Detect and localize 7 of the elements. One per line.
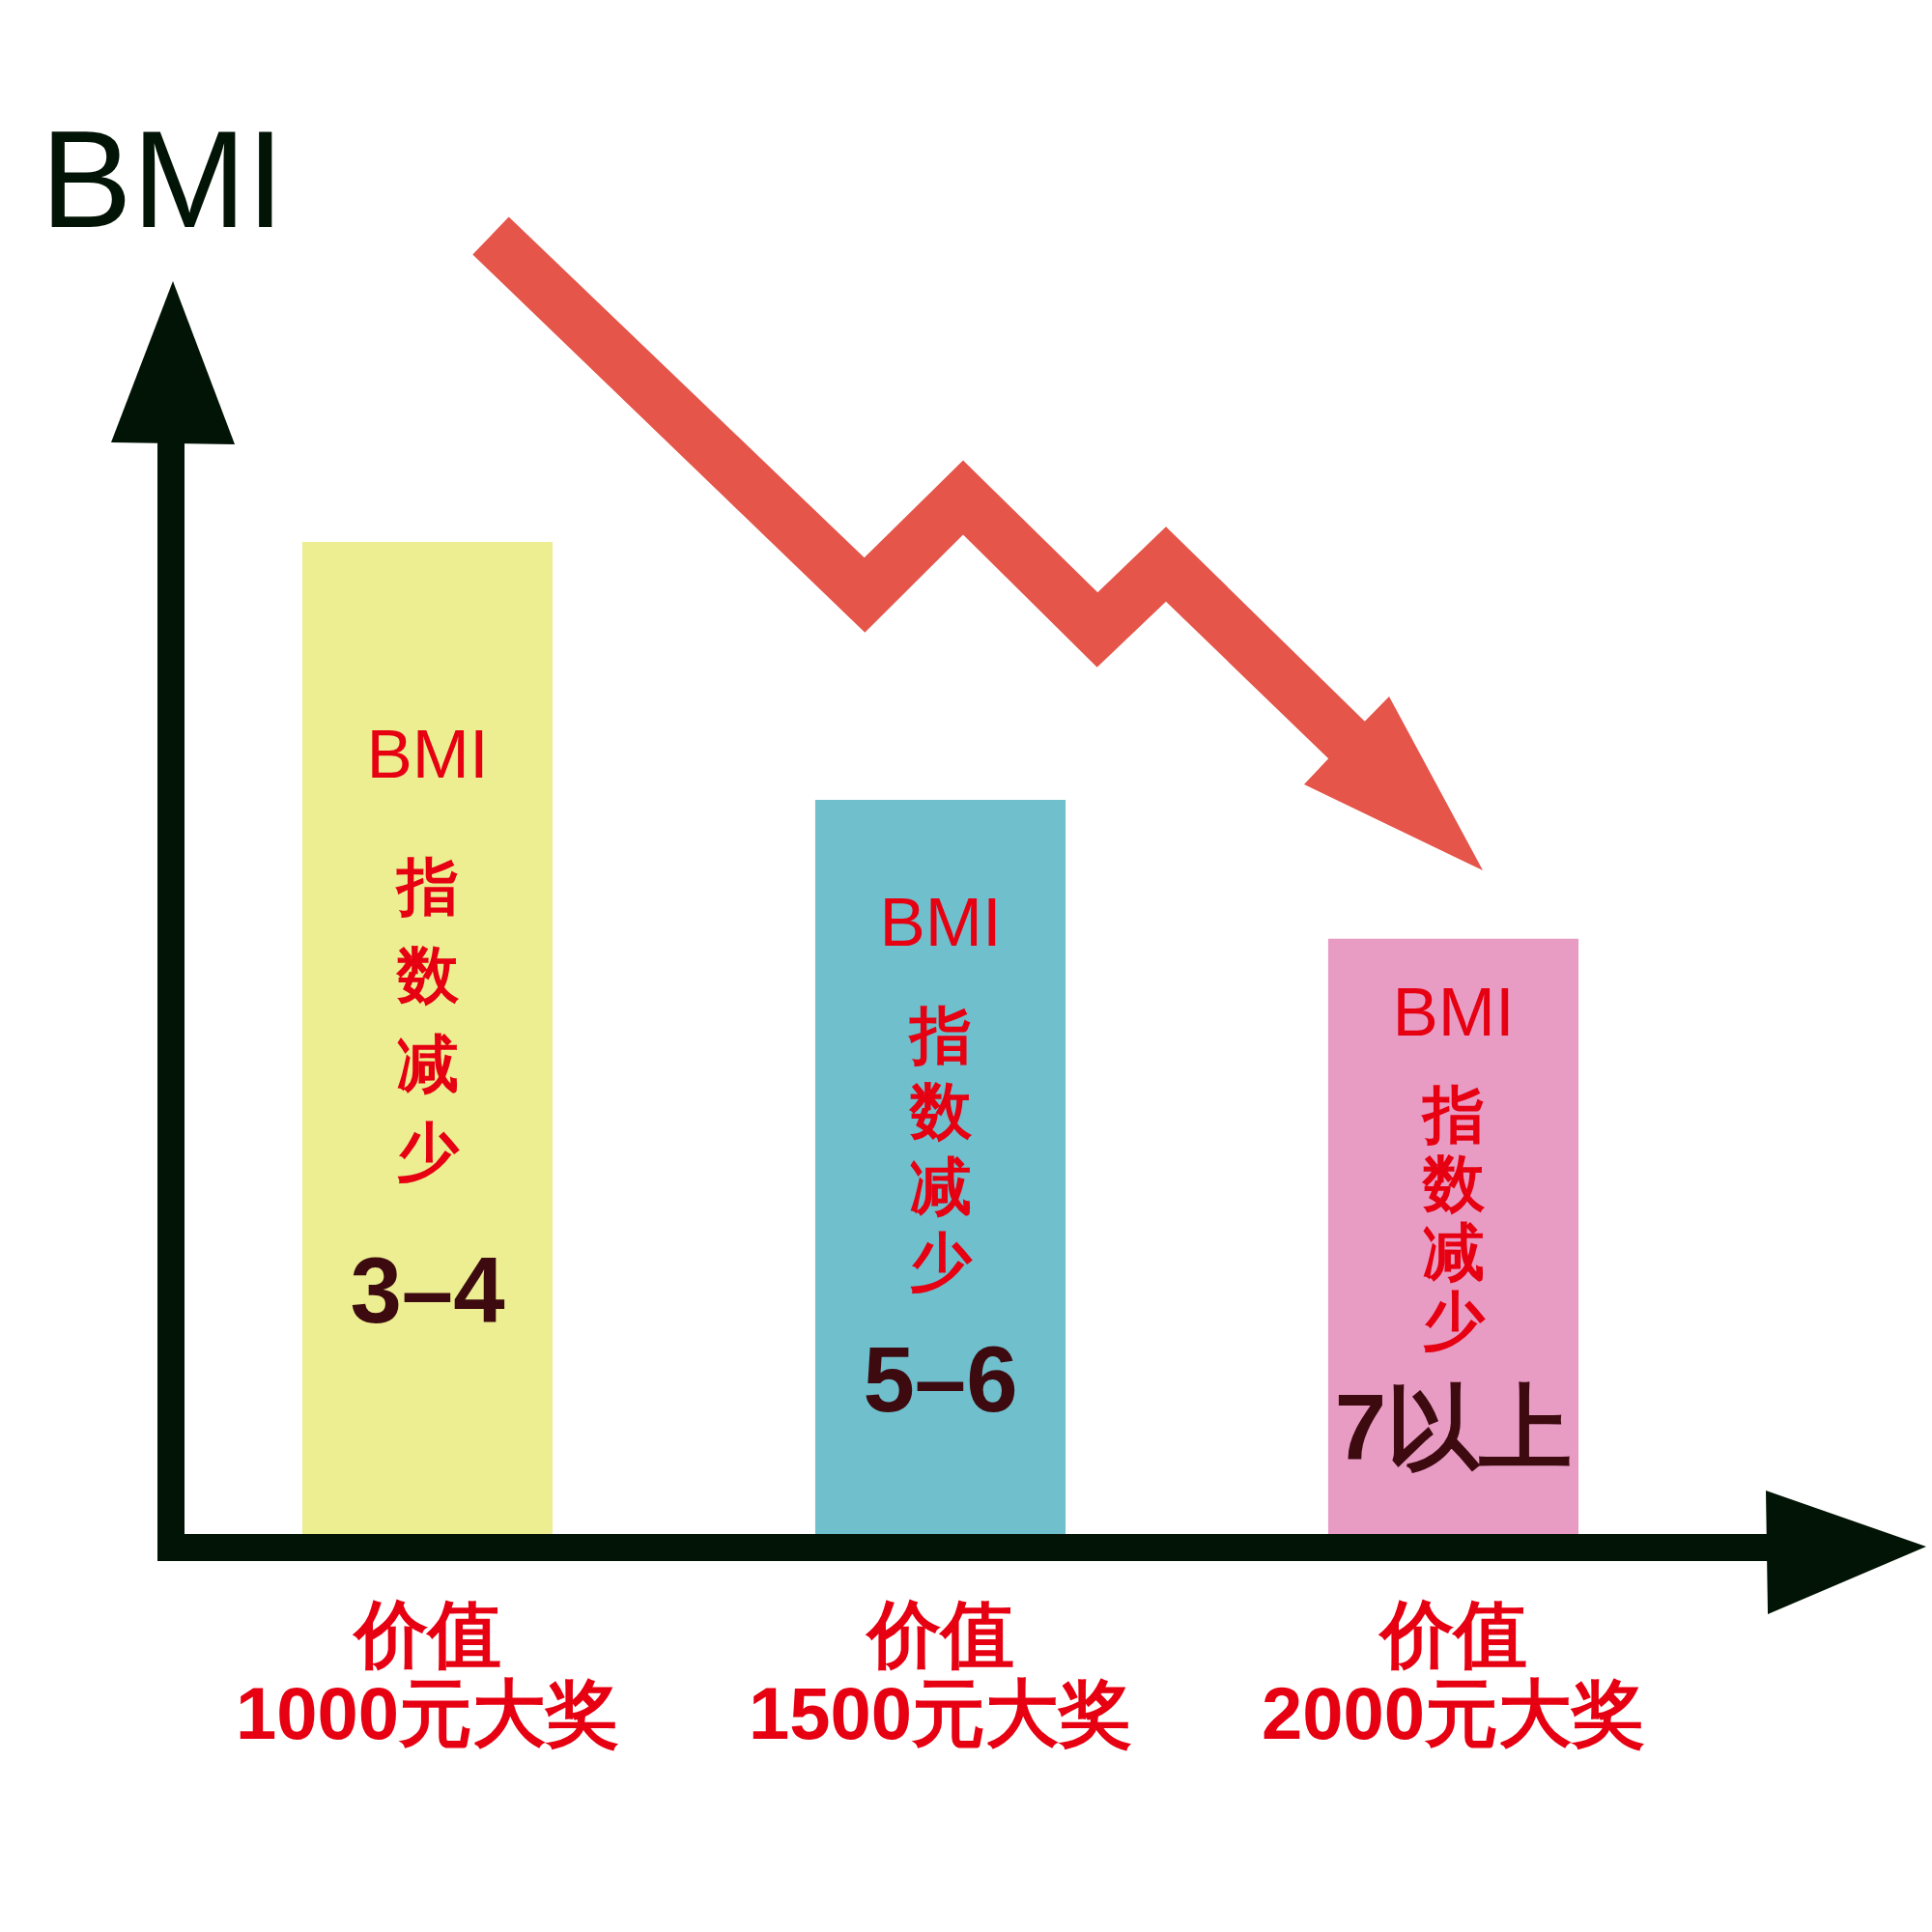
y-axis-title: BMI — [41, 102, 285, 256]
annotation: BMI 指数减少 7以上 — [1334, 974, 1573, 1479]
annotation: BMI 指数减少 5–6 — [863, 883, 1018, 1432]
x-tick-label: 价值 2000元大奖 — [1261, 1592, 1646, 1755]
x-tick-label: 价值 1500元大奖 — [748, 1592, 1133, 1755]
annotation: BMI 指数减少 3–4 — [350, 716, 505, 1343]
x-tick-label: 价值 1000元大奖 — [235, 1592, 620, 1755]
